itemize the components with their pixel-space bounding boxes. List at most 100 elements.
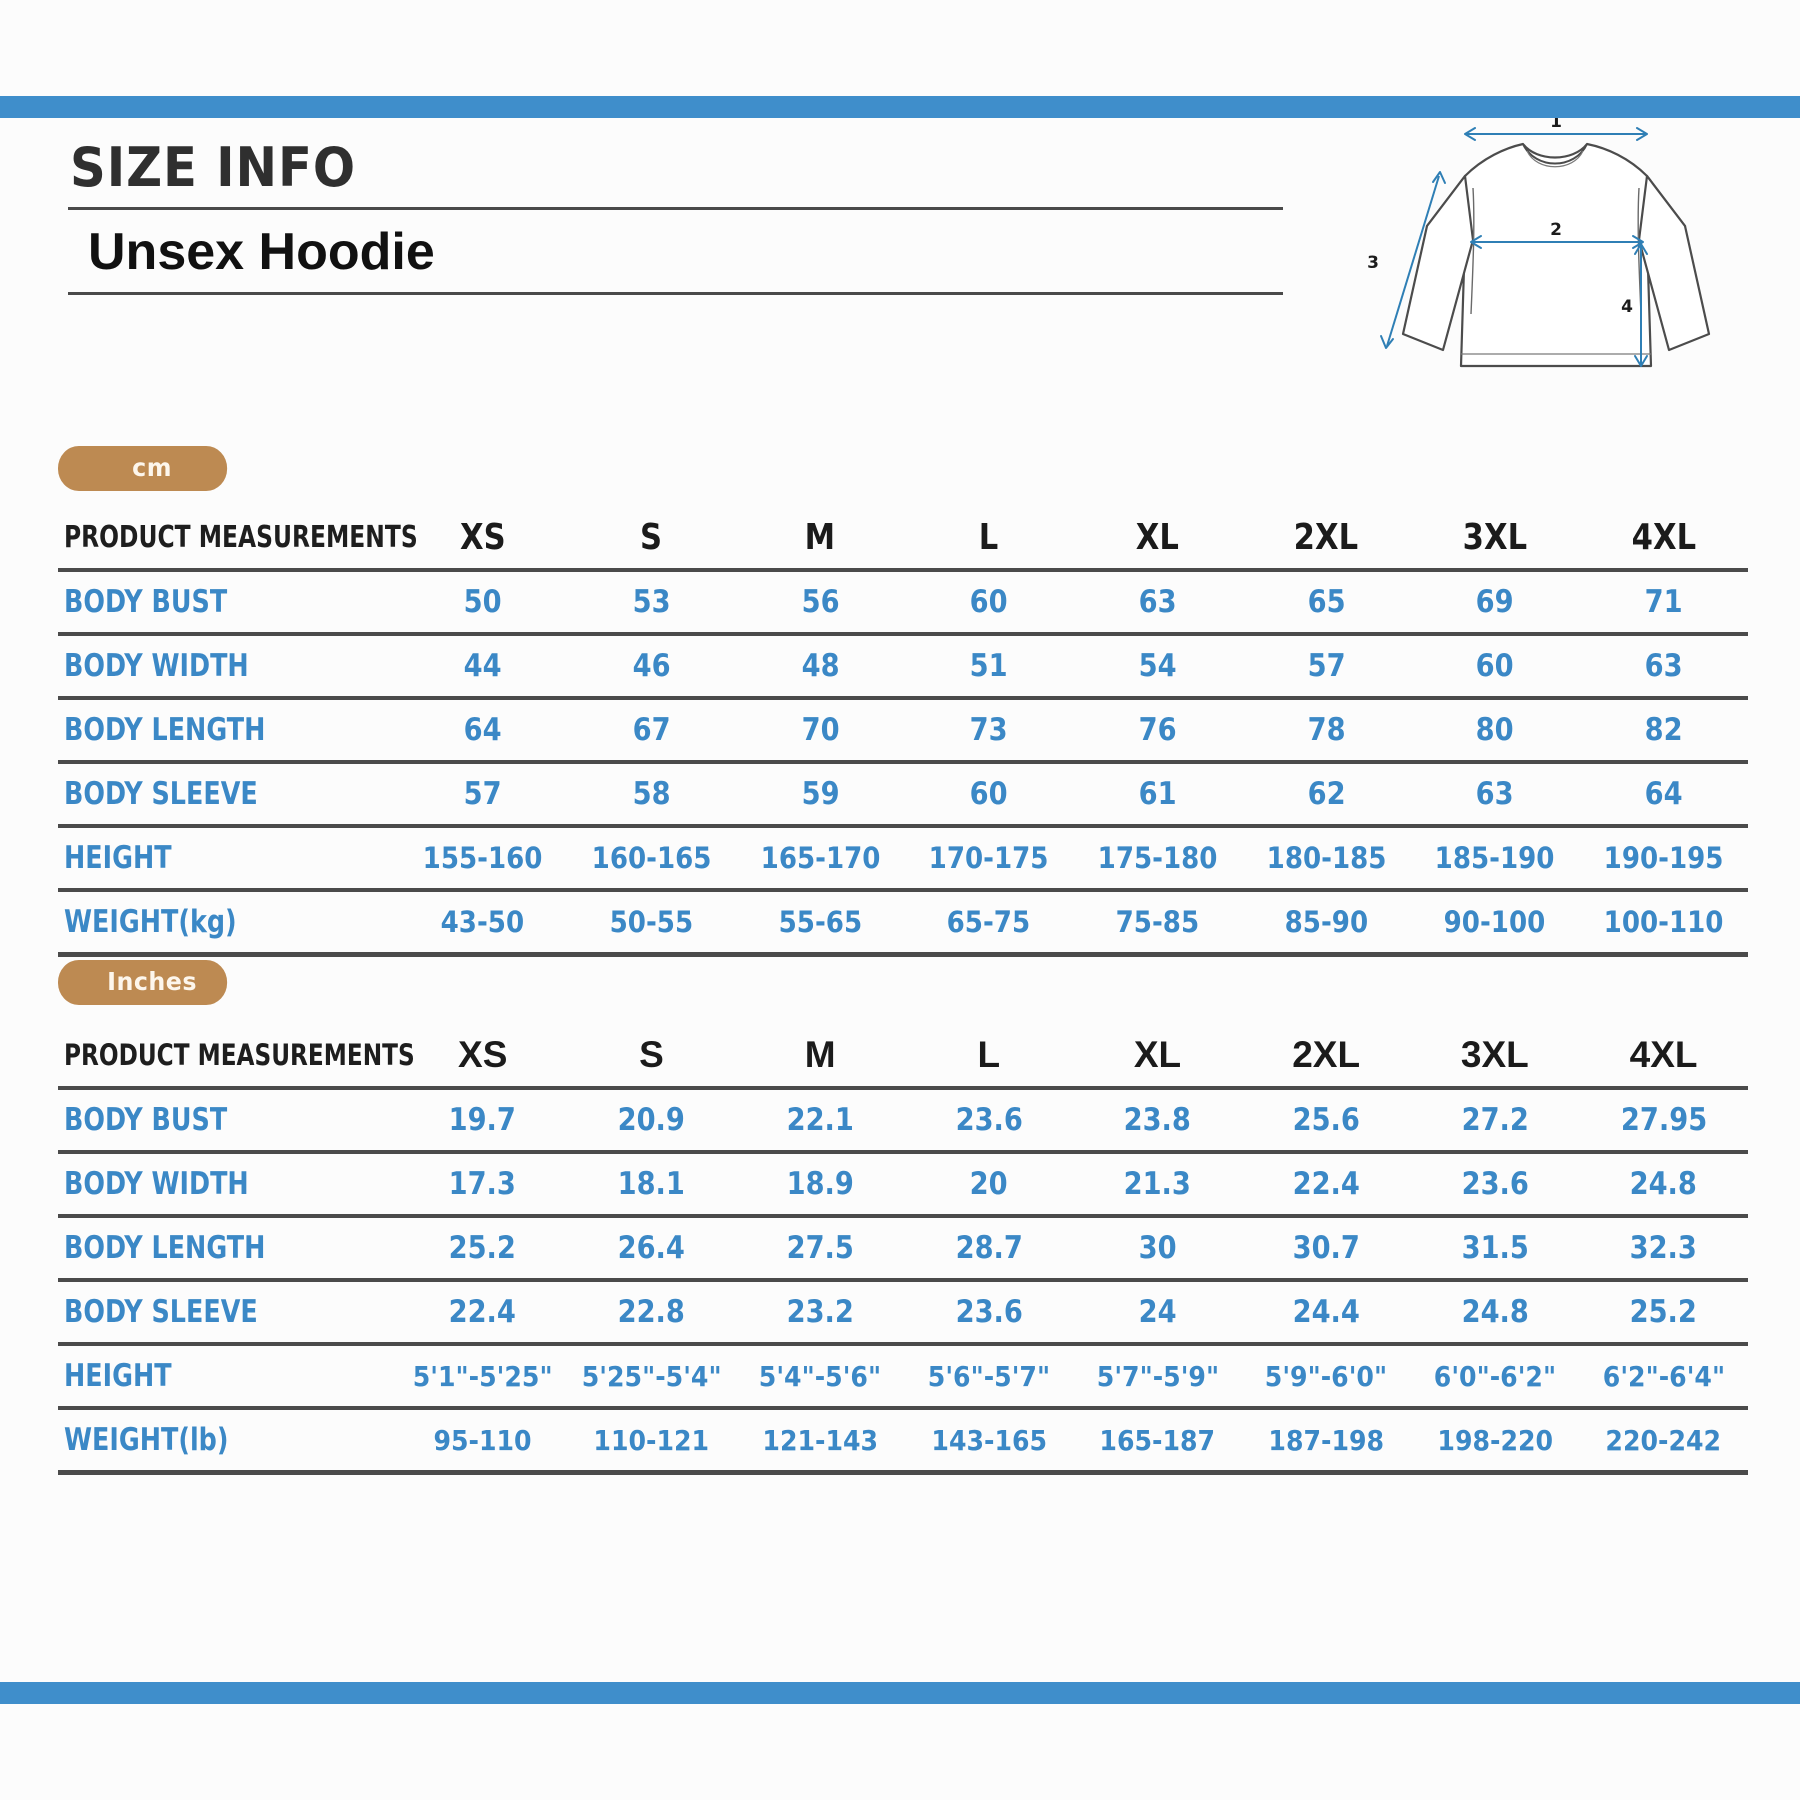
cm-cell: 60 [904, 760, 1074, 826]
inches-cell: 22.1 [735, 1086, 905, 1152]
inches-cell: 24.8 [1579, 1150, 1748, 1216]
cm-row-label: WEIGHT(kg) [58, 888, 399, 957]
cm-cell: 63 [1410, 760, 1580, 826]
cm-cell: 54 [1073, 632, 1242, 698]
cm-cell: 90-100 [1410, 888, 1580, 957]
sleeve-measure-arrow [1380, 171, 1446, 349]
marker-4-label: 4 [1621, 297, 1633, 317]
cm-size-table: PRODUCT MEASUREMENTS XS S M L XL 2XL 3XL… [58, 506, 1748, 957]
inches-row-label: BODY SLEEVE [58, 1278, 399, 1344]
inches-cell: 5'9"-6'0" [1241, 1342, 1411, 1408]
table-row: HEIGHT 5'1"-5'25" 5'25"-5'4" 5'4"-5'6" 5… [58, 1342, 1748, 1408]
inches-cell: 17.3 [398, 1150, 568, 1216]
marker-1-label: 1 [1550, 118, 1562, 132]
inches-col-header-xl: XL [1133, 1034, 1182, 1075]
inches-size-table-wrap: PRODUCT MEASUREMENTS XS S M L XL 2XL 3XL… [58, 1024, 1748, 1475]
cm-cell: 59 [735, 760, 905, 826]
cm-cell: 50-55 [567, 888, 736, 957]
inches-col-header-measurements: PRODUCT MEASUREMENTS [58, 1024, 415, 1088]
page-title: SIZE INFO [70, 136, 357, 199]
cm-cell: 57 [1241, 632, 1411, 698]
inches-cell: 165-187 [1073, 1406, 1242, 1475]
inches-cell: 220-242 [1579, 1406, 1748, 1475]
cm-cell: 60 [1410, 632, 1580, 698]
inches-cell: 27.95 [1579, 1086, 1748, 1152]
inches-cell: 19.7 [398, 1086, 568, 1152]
cm-cell: 160-165 [567, 824, 736, 890]
cm-badge-pill: cm [58, 446, 228, 491]
top-accent-bar [0, 96, 1800, 118]
inches-cell: 22.4 [1241, 1150, 1411, 1216]
cm-cell: 64 [1579, 760, 1748, 826]
inches-cell: 23.8 [1073, 1086, 1242, 1152]
cm-cell: 78 [1241, 696, 1411, 762]
cm-cell: 70 [735, 696, 905, 762]
table-row: WEIGHT(lb) 95-110 110-121 121-143 143-16… [58, 1406, 1748, 1475]
inches-cell: 27.5 [735, 1214, 905, 1280]
table-row: BODY SLEEVE 22.4 22.8 23.2 23.6 24 24.4 … [58, 1278, 1748, 1344]
inches-cell: 187-198 [1241, 1406, 1411, 1475]
table-row: BODY BUST 19.7 20.9 22.1 23.6 23.8 25.6 … [58, 1086, 1748, 1152]
inches-cell: 22.8 [567, 1278, 736, 1344]
inches-cell: 143-165 [904, 1406, 1074, 1475]
inches-cell: 20.9 [567, 1086, 736, 1152]
inches-cell: 121-143 [735, 1406, 905, 1475]
table-row: BODY LENGTH 25.2 26.4 27.5 28.7 30 30.7 … [58, 1214, 1748, 1280]
inches-cell: 5'1"-5'25" [398, 1342, 568, 1408]
inches-row-label: BODY LENGTH [58, 1214, 399, 1280]
inches-col-header-3xl: 3XL [1460, 1034, 1529, 1075]
cm-cell: 190-195 [1579, 824, 1748, 890]
inches-cell: 31.5 [1410, 1214, 1580, 1280]
cm-cell: 65 [1241, 568, 1411, 634]
inches-cell: 26.4 [567, 1214, 736, 1280]
collar-inner-line [1526, 150, 1584, 168]
inches-cell: 5'25"-5'4" [567, 1342, 736, 1408]
cm-table-header-row: PRODUCT MEASUREMENTS XS S M L XL 2XL 3XL… [58, 506, 1748, 570]
inches-cell: 95-110 [398, 1406, 568, 1475]
cm-cell: 80 [1410, 696, 1580, 762]
table-row: HEIGHT 155-160 160-165 165-170 170-175 1… [58, 824, 1748, 890]
cm-cell: 43-50 [398, 888, 568, 957]
cm-cell: 170-175 [904, 824, 1074, 890]
header-block: SIZE INFO Unsex Hoodie [68, 136, 1283, 295]
inches-col-header-l: L [977, 1034, 1001, 1075]
cm-cell: 76 [1073, 696, 1242, 762]
cm-cell: 65-75 [904, 888, 1074, 957]
inches-cell: 5'6"-5'7" [904, 1342, 1074, 1408]
inches-cell: 23.6 [904, 1086, 1074, 1152]
cm-cell: 85-90 [1241, 888, 1411, 957]
cm-cell: 50 [398, 568, 568, 634]
inches-cell: 6'0"-6'2" [1410, 1342, 1580, 1408]
cm-cell: 64 [398, 696, 568, 762]
inches-cell: 5'4"-5'6" [735, 1342, 905, 1408]
inches-cell: 24.4 [1241, 1278, 1411, 1344]
chart-content: SIZE INFO Unsex Hoodie [0, 118, 1800, 1682]
inches-cell: 21.3 [1073, 1150, 1242, 1216]
inches-cell: 23.2 [735, 1278, 905, 1344]
marker-2-label: 2 [1550, 220, 1562, 240]
cm-col-header-4xl: 4XL [1631, 516, 1696, 558]
inches-unit-badge: Inches [58, 960, 236, 1005]
cm-cell: 67 [567, 696, 736, 762]
width-measure-arrow [1464, 127, 1648, 141]
inches-cell: 23.6 [904, 1278, 1074, 1344]
cm-row-label: BODY LENGTH [58, 696, 399, 762]
inches-cell: 20 [904, 1150, 1074, 1216]
inches-cell: 18.9 [735, 1150, 905, 1216]
inches-cell: 28.7 [904, 1214, 1074, 1280]
inches-size-table: PRODUCT MEASUREMENTS XS S M L XL 2XL 3XL… [58, 1024, 1748, 1475]
cm-cell: 58 [567, 760, 736, 826]
cm-cell: 175-180 [1073, 824, 1242, 890]
inches-badge-label: Inches [107, 967, 197, 996]
cm-col-header-measurements: PRODUCT MEASUREMENTS [58, 506, 418, 570]
table-row: BODY SLEEVE 57 58 59 60 61 62 63 64 [58, 760, 1748, 826]
inches-row-label: BODY WIDTH [58, 1150, 399, 1216]
right-sleeve-outline [1637, 174, 1711, 352]
cm-cell: 155-160 [398, 824, 568, 890]
cm-row-label: HEIGHT [58, 824, 399, 890]
cm-measurements-label: PRODUCT MEASUREMENTS [64, 519, 418, 555]
cm-badge-label: cm [132, 453, 172, 482]
cm-cell: 61 [1073, 760, 1242, 826]
cm-cell: 57 [398, 760, 568, 826]
